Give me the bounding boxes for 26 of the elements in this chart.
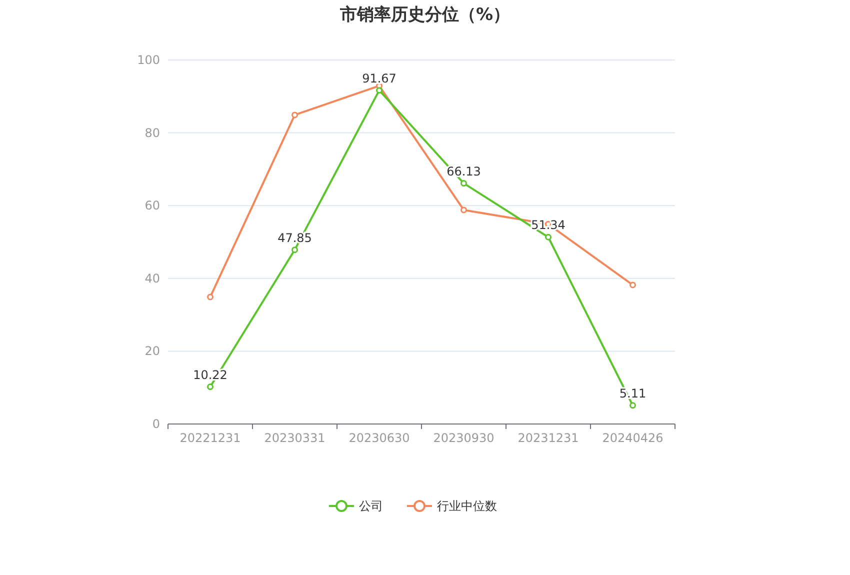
data-label: 91.67 bbox=[362, 71, 396, 86]
point bbox=[460, 206, 467, 214]
y-tick-label: 60 bbox=[144, 198, 160, 213]
y-tick-label: 0 bbox=[152, 417, 160, 431]
x-tick-label: 20221231 bbox=[180, 431, 241, 445]
x-tick-label: 20230630 bbox=[348, 431, 410, 445]
y-tick-label: 40 bbox=[144, 271, 160, 286]
point bbox=[630, 282, 636, 288]
point bbox=[292, 246, 298, 254]
legend-label: 公司 bbox=[359, 499, 383, 513]
y-tick-label: 80 bbox=[144, 126, 160, 140]
point bbox=[460, 180, 467, 187]
y-tick-label: 20 bbox=[144, 344, 160, 358]
point bbox=[207, 294, 214, 300]
point bbox=[630, 402, 636, 409]
point bbox=[545, 234, 552, 240]
x-tick-label: 20230331 bbox=[264, 431, 326, 445]
x-tick-label: 20230930 bbox=[433, 431, 494, 445]
x-tick-label: 20240426 bbox=[602, 431, 664, 445]
point bbox=[292, 112, 298, 118]
legend-label: 行业中位数 bbox=[437, 499, 497, 513]
point bbox=[207, 384, 214, 390]
point bbox=[376, 87, 382, 94]
x-tick-label: 20231231 bbox=[518, 431, 579, 445]
chart-title: 市销率历史分位（%） bbox=[338, 5, 510, 25]
y-tick-label: 100 bbox=[137, 53, 160, 67]
